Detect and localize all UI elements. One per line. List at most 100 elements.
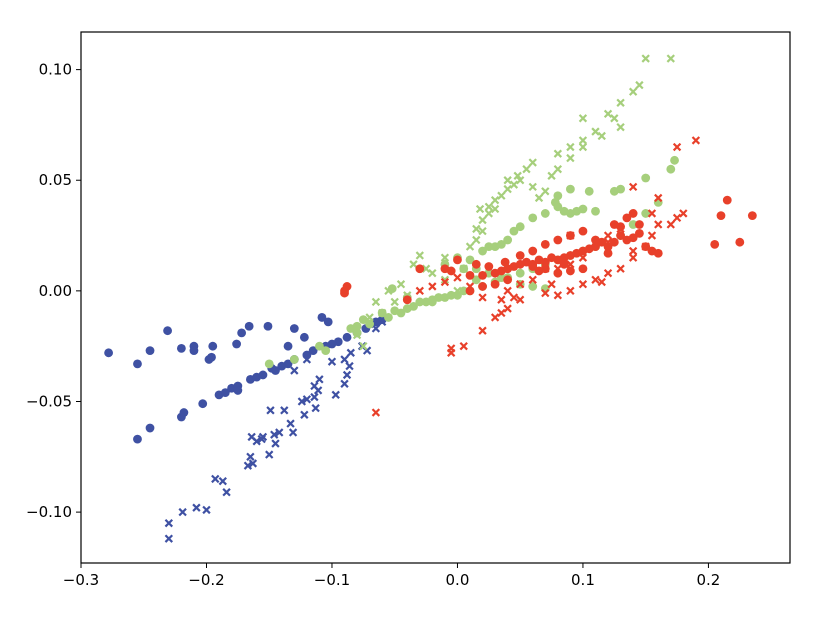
data-point xyxy=(616,231,625,240)
data-point xyxy=(243,461,253,470)
data-point xyxy=(478,293,487,302)
data-point xyxy=(283,341,293,351)
data-point xyxy=(691,136,701,145)
data-point xyxy=(490,195,500,205)
data-point xyxy=(342,282,352,291)
data-point xyxy=(396,308,406,318)
data-point xyxy=(666,54,675,63)
data-point xyxy=(164,534,174,543)
data-point xyxy=(503,176,512,185)
series-1 xyxy=(164,317,387,543)
data-points xyxy=(104,54,757,543)
data-point xyxy=(641,173,651,183)
data-point xyxy=(578,253,588,262)
data-point xyxy=(484,209,494,218)
data-point xyxy=(472,224,481,234)
data-point xyxy=(342,370,352,380)
data-point xyxy=(270,430,279,439)
data-point xyxy=(672,213,682,223)
x-tick-label: 0.1 xyxy=(571,571,595,589)
data-point xyxy=(609,186,619,196)
data-point xyxy=(566,231,575,240)
data-point xyxy=(591,127,600,136)
data-point xyxy=(541,187,550,196)
data-point xyxy=(409,260,418,269)
data-point xyxy=(484,202,494,211)
data-point xyxy=(415,264,425,274)
data-point xyxy=(208,341,218,351)
data-point xyxy=(299,332,309,342)
data-point xyxy=(265,450,274,459)
data-point xyxy=(654,220,663,229)
data-point xyxy=(289,355,299,364)
data-point xyxy=(446,290,456,300)
data-point xyxy=(503,235,513,245)
data-point xyxy=(528,182,537,192)
data-point xyxy=(371,408,381,417)
data-point xyxy=(246,452,255,461)
data-point xyxy=(465,242,475,251)
data-point xyxy=(257,434,266,444)
data-point xyxy=(189,346,199,355)
data-point xyxy=(377,308,387,318)
data-point xyxy=(104,348,114,358)
data-point xyxy=(578,204,588,214)
data-point xyxy=(465,282,475,291)
data-point xyxy=(654,193,663,203)
data-point xyxy=(280,406,289,415)
x-tick-label: 0.2 xyxy=(697,571,721,589)
data-point xyxy=(603,109,613,119)
y-tick-label: 0.05 xyxy=(39,171,72,189)
data-point xyxy=(591,275,600,284)
data-point xyxy=(340,288,349,298)
data-point xyxy=(647,209,657,218)
data-point xyxy=(409,301,418,311)
data-point xyxy=(478,226,487,236)
data-point xyxy=(603,238,613,247)
data-point xyxy=(591,235,600,245)
data-point xyxy=(377,317,387,327)
data-point xyxy=(264,359,274,369)
data-point xyxy=(641,209,651,218)
data-point xyxy=(290,366,299,375)
y-tick-label: 0.00 xyxy=(39,282,72,300)
data-point xyxy=(465,255,475,265)
data-point xyxy=(635,220,644,229)
data-point xyxy=(247,432,256,442)
series-5 xyxy=(371,136,701,417)
data-point xyxy=(516,295,525,304)
data-point xyxy=(352,330,362,340)
data-point xyxy=(421,264,431,273)
data-point xyxy=(628,182,638,192)
data-point xyxy=(534,193,544,203)
data-point xyxy=(446,266,456,276)
data-point xyxy=(390,297,399,307)
data-point xyxy=(275,428,284,437)
data-point xyxy=(679,209,688,218)
data-point xyxy=(453,255,462,265)
data-point xyxy=(578,280,588,289)
data-point xyxy=(428,282,437,291)
data-point xyxy=(222,488,231,497)
data-point xyxy=(233,386,243,395)
data-point xyxy=(666,164,676,174)
data-point xyxy=(553,291,563,300)
data-point xyxy=(516,176,525,185)
data-point xyxy=(509,293,519,302)
data-point xyxy=(323,317,333,327)
data-point xyxy=(603,231,613,240)
data-point xyxy=(232,339,242,349)
data-point xyxy=(440,277,450,287)
data-point xyxy=(297,397,307,406)
data-point xyxy=(553,235,563,245)
data-point xyxy=(710,240,720,249)
data-point xyxy=(310,392,319,402)
data-point xyxy=(248,459,258,468)
data-point xyxy=(263,321,273,331)
series-0 xyxy=(104,313,387,444)
data-point xyxy=(722,195,732,205)
data-point xyxy=(490,313,500,322)
data-point xyxy=(465,270,475,280)
data-point xyxy=(603,268,613,278)
data-point xyxy=(628,246,638,256)
